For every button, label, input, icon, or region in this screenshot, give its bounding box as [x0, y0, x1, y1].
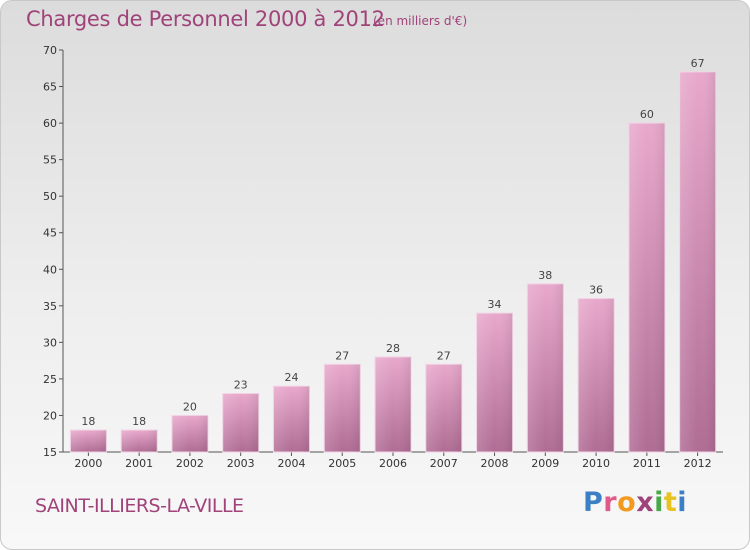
bar-shade	[324, 364, 361, 452]
x-tick-label: 2000	[74, 457, 102, 470]
bar-shade	[578, 298, 615, 452]
bar-value-label: 18	[132, 415, 146, 428]
y-tick-label: 65	[43, 81, 57, 94]
bars	[69, 71, 717, 453]
bar-shade	[425, 364, 462, 452]
logo-letter: r	[603, 487, 618, 518]
y-tick-label: 20	[43, 409, 57, 422]
bar-value-label: 18	[81, 415, 95, 428]
x-tick-label: 2009	[531, 457, 559, 470]
x-tick-label: 2001	[125, 457, 153, 470]
commune-name: SAINT-ILLIERS-LA-VILLE	[35, 495, 244, 517]
bar-value-label: 23	[234, 379, 248, 392]
logo-letter: i	[654, 487, 664, 518]
bar-shade	[273, 386, 310, 452]
x-tick-label: 2007	[430, 457, 458, 470]
bar-value-label: 20	[183, 400, 197, 413]
y-tick-label: 55	[43, 154, 57, 167]
bar-shade	[527, 283, 564, 452]
logo-letter: x	[636, 487, 655, 518]
logo-letter: P	[583, 487, 604, 518]
bar-shade	[70, 430, 107, 452]
bar-value-label: 36	[589, 284, 603, 297]
x-tick-label: 2003	[227, 457, 255, 470]
chart-title: Charges de Personnel 2000 à 2012	[26, 7, 385, 31]
bar-shade	[476, 313, 513, 452]
y-tick-label: 30	[43, 336, 57, 349]
bar-value-label: 34	[488, 298, 502, 311]
x-tick-label: 2008	[481, 457, 509, 470]
y-tick-label: 40	[43, 263, 57, 276]
x-tick-label: 2004	[277, 457, 305, 470]
proxiti-logo: Proxiti	[583, 487, 687, 518]
logo-letter: i	[677, 487, 688, 518]
bar-shade	[375, 356, 411, 452]
x-tick-label: 2012	[684, 457, 712, 470]
bar-shade	[171, 415, 208, 452]
y-tick-label: 60	[43, 117, 57, 130]
bar-value-label: 67	[691, 57, 705, 70]
bar-value-label: 60	[640, 108, 654, 121]
logo-letter: o	[617, 487, 637, 518]
bar-value-label: 38	[538, 269, 552, 282]
bar-shade	[222, 393, 259, 452]
x-tick-label: 2010	[582, 457, 610, 470]
y-tick-label: 70	[43, 44, 57, 57]
bar-shade	[628, 123, 665, 452]
x-tick-label: 2002	[176, 457, 204, 470]
x-tick-label: 2005	[328, 457, 356, 470]
bar-shade	[679, 71, 716, 452]
y-tick-label: 15	[43, 446, 57, 459]
bar-value-label: 27	[335, 349, 349, 362]
unit-note: (en milliers d'€)	[373, 14, 468, 28]
x-tick-label: 2006	[379, 457, 407, 470]
bar-value-label: 28	[386, 342, 400, 355]
bar-value-label: 24	[284, 371, 298, 384]
y-tick-label: 35	[43, 300, 57, 313]
logo-letter: t	[663, 487, 678, 518]
bar-shade	[121, 430, 158, 452]
y-tick-label: 45	[43, 227, 57, 240]
x-tick-label: 2011	[633, 457, 661, 470]
labels: 15 20 25 30 35 40 45 50 55 60 65 70 18 2000 18 2001 20 20…	[43, 44, 712, 470]
bar-value-label: 27	[437, 349, 451, 362]
y-tick-label: 50	[43, 190, 57, 203]
y-tick-label: 25	[43, 373, 57, 386]
